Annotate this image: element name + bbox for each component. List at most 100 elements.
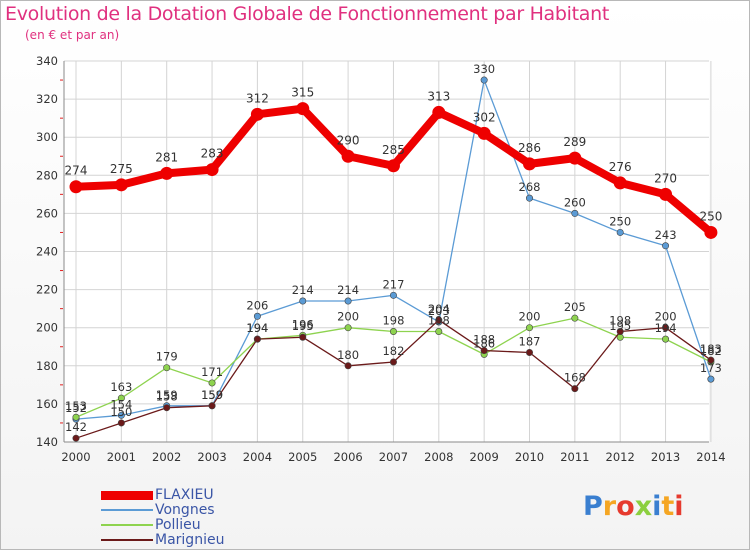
- data-label: 187: [519, 334, 541, 348]
- data-point: [299, 297, 307, 305]
- data-point: [163, 404, 171, 412]
- data-point: [160, 166, 174, 180]
- data-label: 153: [65, 399, 87, 413]
- y-tick-label: 140: [36, 435, 58, 449]
- data-label: 183: [700, 342, 722, 356]
- data-point: [480, 76, 488, 84]
- logo-letter: t: [661, 491, 675, 522]
- legend-swatch: [101, 491, 153, 500]
- chart-subtitle: (en € et par an): [25, 28, 120, 42]
- data-point: [707, 356, 715, 364]
- data-label: 276: [609, 160, 632, 174]
- data-label: 194: [246, 321, 268, 335]
- data-label: 194: [655, 321, 677, 335]
- data-label: 268: [519, 180, 541, 194]
- data-label: 158: [156, 390, 178, 404]
- data-point: [69, 180, 83, 194]
- data-point: [117, 394, 125, 402]
- x-tick-label: 2013: [651, 450, 680, 464]
- legend-label: Vongnes: [155, 502, 215, 518]
- x-tick-label: 2003: [197, 450, 226, 464]
- x-tick-label: 2012: [606, 450, 635, 464]
- data-label: 173: [700, 361, 722, 375]
- data-point: [299, 333, 307, 341]
- chart-title: Evolution de la Dotation Globale de Fonc…: [5, 3, 610, 25]
- data-label: 159: [201, 388, 223, 402]
- data-point: [525, 194, 533, 202]
- data-label: 214: [292, 283, 314, 297]
- proxiti-logo: Proxiti: [583, 491, 684, 522]
- logo-letter: i: [652, 491, 662, 522]
- logo-letter: P: [583, 491, 603, 522]
- y-tick-label: 280: [36, 168, 58, 182]
- x-tick-label: 2002: [152, 450, 181, 464]
- data-point: [662, 335, 670, 343]
- x-tick-label: 2000: [61, 450, 90, 464]
- legend-swatch: [101, 524, 153, 526]
- data-point: [344, 362, 352, 370]
- data-label: 302: [473, 110, 496, 124]
- data-label: 270: [654, 171, 677, 185]
- data-point: [117, 411, 125, 419]
- y-tick-label: 220: [36, 283, 58, 297]
- data-point: [525, 348, 533, 356]
- data-label: 182: [700, 344, 722, 358]
- data-label: 200: [337, 310, 359, 324]
- data-label: 312: [246, 91, 269, 105]
- data-point: [616, 228, 624, 236]
- data-point: [662, 324, 670, 332]
- data-point: [253, 335, 261, 343]
- data-label: 250: [699, 209, 722, 223]
- data-point: [480, 347, 488, 355]
- x-tick-label: 2010: [515, 450, 544, 464]
- data-point: [432, 105, 446, 119]
- data-label: 168: [564, 371, 586, 385]
- data-point: [208, 379, 216, 387]
- legend-label: FLAXIEU: [155, 487, 214, 503]
- x-tick-label: 2009: [470, 450, 499, 464]
- data-label: 214: [337, 283, 359, 297]
- data-label: 180: [337, 348, 359, 362]
- data-label: 150: [110, 405, 132, 419]
- data-label: 159: [201, 388, 223, 402]
- x-tick-label: 2014: [696, 450, 725, 464]
- data-label: 285: [382, 143, 405, 157]
- data-label: 152: [65, 401, 87, 415]
- y-tick-label: 180: [36, 359, 58, 373]
- data-label: 313: [427, 89, 450, 103]
- data-point: [341, 149, 355, 163]
- data-point: [707, 375, 715, 383]
- x-tick-label: 2007: [379, 450, 408, 464]
- data-label: 243: [655, 228, 677, 242]
- data-point: [659, 187, 673, 201]
- data-label: 290: [337, 133, 360, 147]
- data-label: 198: [382, 314, 404, 328]
- data-point: [568, 151, 582, 165]
- data-label: 283: [201, 147, 224, 161]
- x-tick-label: 2011: [560, 450, 589, 464]
- x-tick-label: 2004: [243, 450, 272, 464]
- data-point: [344, 297, 352, 305]
- data-label: 205: [564, 300, 586, 314]
- data-label: 250: [609, 214, 631, 228]
- y-tick-label: 240: [36, 245, 58, 259]
- data-point: [571, 209, 579, 217]
- data-label: 286: [518, 141, 541, 155]
- y-tick-label: 200: [36, 321, 58, 335]
- data-point: [616, 328, 624, 336]
- legend-swatch: [101, 509, 153, 511]
- data-label: 163: [110, 380, 132, 394]
- data-point: [117, 419, 125, 427]
- data-label: 289: [563, 135, 586, 149]
- data-point: [250, 107, 264, 121]
- data-label: 188: [473, 333, 495, 347]
- data-label: 204: [428, 302, 450, 316]
- logo-letter: i: [674, 491, 684, 522]
- data-point: [477, 126, 491, 140]
- data-label: 186: [473, 336, 495, 350]
- x-tick-label: 2008: [424, 450, 453, 464]
- data-label: 179: [156, 350, 178, 364]
- data-label: 195: [292, 319, 314, 333]
- y-tick-label: 300: [36, 130, 58, 144]
- data-point: [435, 328, 443, 336]
